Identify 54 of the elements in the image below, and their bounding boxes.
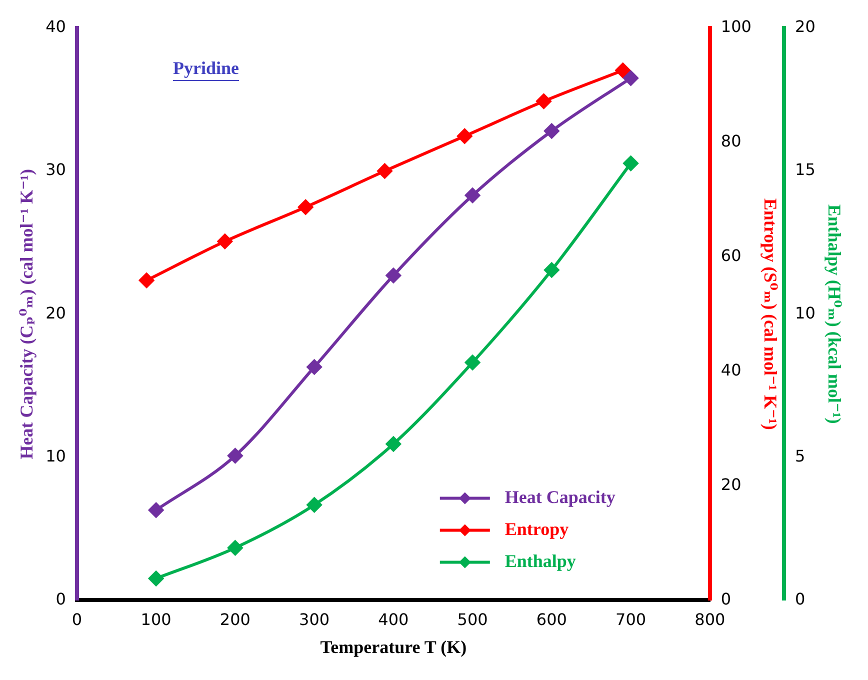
legend-label: Enthalpy <box>504 550 576 571</box>
y3-tick-label: 5 <box>795 446 806 466</box>
y3-tick-label: 0 <box>795 589 806 608</box>
point <box>457 128 472 144</box>
point <box>536 94 552 109</box>
x-tick-label: 200 <box>220 610 250 629</box>
point <box>228 540 243 556</box>
y3-axis-title: Enthalpy (H⁰ₘ) (kcal mol⁻¹) <box>824 204 845 424</box>
y2-tick-label: 60 <box>720 246 742 266</box>
legend-label: Entropy <box>504 518 569 539</box>
x-tick-label: 700 <box>616 610 646 629</box>
point <box>148 570 164 586</box>
y2-tick-label: 20 <box>720 474 742 494</box>
y-tick-label: 10 <box>46 446 66 466</box>
x-tick-label: 400 <box>378 610 409 629</box>
point <box>623 156 638 171</box>
x-tick-label: 600 <box>536 610 567 629</box>
y3-tick-label: 20 <box>795 17 816 36</box>
y-tick-label: 20 <box>46 303 66 322</box>
point <box>298 200 314 215</box>
point <box>306 497 322 512</box>
point <box>148 502 164 518</box>
y-tick-label: 0 <box>56 589 66 608</box>
y2-tick-label: 80 <box>720 132 742 151</box>
y-axis-title: Heat Capacity (Cₚ⁰ₘ) (cal mol⁻¹ K⁻¹) <box>16 168 36 460</box>
y2-axis-title: Entropy (S⁰ₘ) (cal mol⁻¹ K⁻¹) <box>760 198 781 430</box>
point <box>465 188 480 203</box>
y-tick-label: 30 <box>46 160 66 180</box>
text: Pyridine <box>173 58 239 79</box>
point <box>228 448 243 464</box>
y2-tick-label: 100 <box>720 17 752 36</box>
point <box>306 360 322 375</box>
point <box>544 262 560 278</box>
point <box>217 234 232 249</box>
point <box>544 123 560 138</box>
x-tick-label: 100 <box>140 610 172 629</box>
x-axis-title: Temperature T (K) <box>320 636 467 657</box>
point <box>377 164 392 179</box>
x-tick-label: 800 <box>694 610 726 629</box>
y3-tick-label: 15 <box>795 160 816 180</box>
point <box>386 268 401 283</box>
y2-tick-label: 40 <box>720 360 742 380</box>
y3-tick-label: 10 <box>795 303 816 322</box>
x-tick-label: 300 <box>299 610 330 629</box>
point <box>623 70 638 86</box>
point <box>386 436 401 452</box>
point <box>465 354 480 370</box>
y2-tick-label: 0 <box>720 589 732 608</box>
y-tick-label: 40 <box>46 17 66 36</box>
point <box>615 62 630 78</box>
x-tick-label: 500 <box>457 610 488 629</box>
x-tick-label: 0 <box>72 610 82 629</box>
legend-label: Heat Capacity <box>504 486 616 507</box>
point <box>139 272 154 288</box>
